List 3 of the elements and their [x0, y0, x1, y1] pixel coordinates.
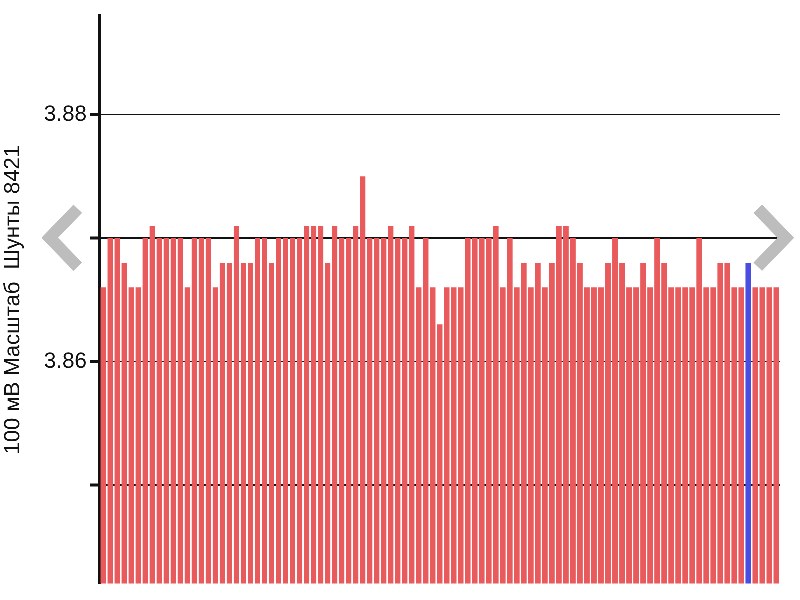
y-axis-title: 100 мВ Масштаб Шунты 8421: [0, 145, 24, 455]
y-tick-label: 3.88: [44, 100, 87, 126]
y-tick-label: 3.86: [44, 348, 87, 373]
